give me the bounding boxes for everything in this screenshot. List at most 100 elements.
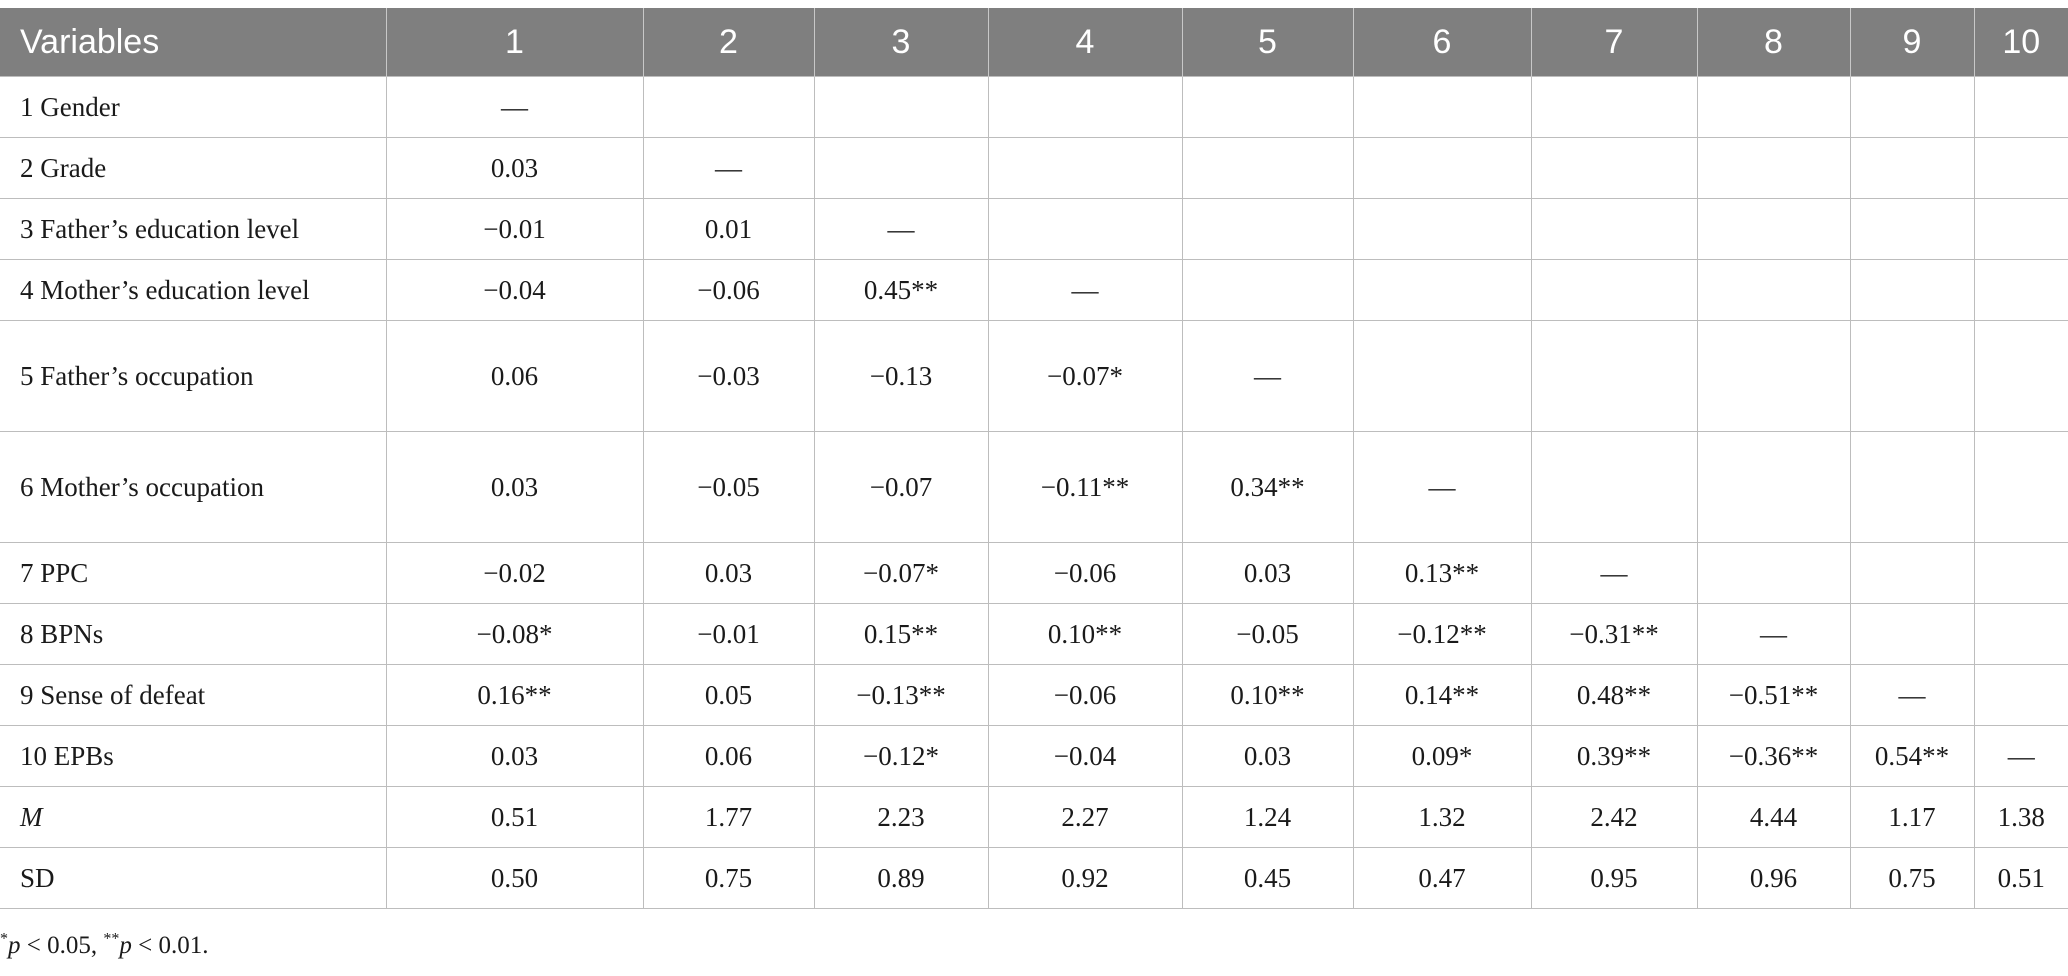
table-cell [1973,137,2068,199]
table-cell: −0.51** [1696,664,1851,726]
table-cell: 1.32 [1352,786,1532,848]
table-cell [1352,259,1532,321]
table-cell: — [1352,431,1532,543]
table-cell: — [1696,603,1851,665]
table-cell: 0.03 [1181,725,1354,787]
table-cell [987,198,1183,260]
table-cell: — [642,137,815,199]
table-cell: 0.47 [1352,847,1532,909]
table-cell: 1.77 [642,786,815,848]
table-cell [1973,320,2068,432]
table-cell [1530,198,1698,260]
row-label: 4 Mother’s education level [0,259,387,321]
table-cell [1973,76,2068,138]
table-cell: 2.42 [1530,786,1698,848]
table-cell: −0.06 [642,259,815,321]
table-cell: — [1530,542,1698,604]
table-row: SD 0.50 0.75 0.89 0.92 0.45 0.47 0.95 0.96 0.75 0.… [0,847,2068,909]
correlation-table: Variables 1 2 3 4 5 6 7 8 9 10 1 Gender —… [0,8,2068,909]
table-cell [1696,198,1851,260]
table-cell [1530,76,1698,138]
row-label: 5 Father’s occupation [0,320,387,432]
table-cell: 0.10** [987,603,1183,665]
table-cell: −0.05 [1181,603,1354,665]
table-cell [1352,137,1532,199]
row-label: SD [0,847,387,909]
row-label: 10 EPBs [0,725,387,787]
table-cell [1696,320,1851,432]
table-row: 3 Father’s education level −0.01 0.01— [0,198,2068,260]
table-cell: −0.12** [1352,603,1532,665]
table-cell: 0.75 [642,847,815,909]
table-cell: −0.03 [642,320,815,432]
table-cell: −0.01 [642,603,815,665]
table-cell: −0.12* [813,725,989,787]
row-label: 2 Grade [0,137,387,199]
footnote-p-2: p [119,932,132,959]
header-col-8: 8 [1696,8,1850,77]
table-cell: 1.38 [1973,786,2068,848]
table-cell [987,137,1183,199]
table-cell: 0.15** [813,603,989,665]
header-col-5: 5 [1181,8,1353,77]
table-cell: — [1181,320,1354,432]
table-cell [1849,320,1975,432]
table-cell: 0.51 [1973,847,2068,909]
table-cell: 0.03 [385,725,644,787]
row-label: 8 BPNs [0,603,387,665]
table-row: 9 Sense of defeat 0.16** 0.05 −0.13** −0.06 0… [0,664,2068,726]
table-cell: — [987,259,1183,321]
table-cell [1973,603,2068,665]
table-cell: −0.04 [987,725,1183,787]
header-row: Variables 1 2 3 4 5 6 7 8 9 10 [0,8,2068,77]
table-cell: 0.50 [385,847,644,909]
table-cell [1530,320,1698,432]
table-cell: −0.07* [813,542,989,604]
table-cell [1696,137,1851,199]
row-label: 6 Mother’s occupation [0,431,387,543]
table-cell [813,76,989,138]
table-cell: 0.06 [642,725,815,787]
table-cell [1849,137,1975,199]
header-col-1: 1 [385,8,643,77]
table-cell [987,76,1183,138]
table-cell: 0.03 [385,431,644,543]
header-col-10: 10 [1973,8,2068,77]
table-row: 4 Mother’s education level −0.04 −0.06 0.45… [0,259,2068,321]
table-cell [1696,259,1851,321]
table-cell [1530,259,1698,321]
table-cell [1973,664,2068,726]
row-label: M [0,786,387,848]
table-cell: — [385,76,644,138]
table-cell: −0.05 [642,431,815,543]
table-cell [642,76,815,138]
table-cell [1352,76,1532,138]
table-cell: −0.07* [987,320,1183,432]
table-cell: 0.34** [1181,431,1354,543]
table-row: M 0.51 1.77 2.23 2.27 1.24 1.32 2.42 4.44 1.17 1.3… [0,786,2068,848]
table-cell [1530,137,1698,199]
table-cell: −0.11** [987,431,1183,543]
footnote-text-1: < 0.05, [20,932,104,959]
row-label: 3 Father’s education level [0,198,387,260]
table-cell [1696,542,1851,604]
table-cell [1696,76,1851,138]
table-cell: −0.06 [987,664,1183,726]
table-cell: 1.17 [1849,786,1975,848]
table-cell [1181,137,1354,199]
table-cell: 0.89 [813,847,989,909]
table-row: 6 Mother’s occupation 0.03 −0.05 −0.07 −0.11… [0,431,2068,543]
table-cell: 0.03 [385,137,644,199]
table-cell [1973,198,2068,260]
row-label: 9 Sense of defeat [0,664,387,726]
table-row: 5 Father’s occupation 0.06 −0.03 −0.13 −0.07… [0,320,2068,432]
footnote-star-1: * [0,930,8,948]
table-cell [1973,259,2068,321]
table-cell: −0.01 [385,198,644,260]
table-cell [1849,431,1975,543]
table-cell: 0.13** [1352,542,1532,604]
table-cell: 4.44 [1696,786,1851,848]
table-footnote: *p < 0.05, **p < 0.01. [0,930,208,960]
table-cell: 0.01 [642,198,815,260]
table-cell [1973,431,2068,543]
